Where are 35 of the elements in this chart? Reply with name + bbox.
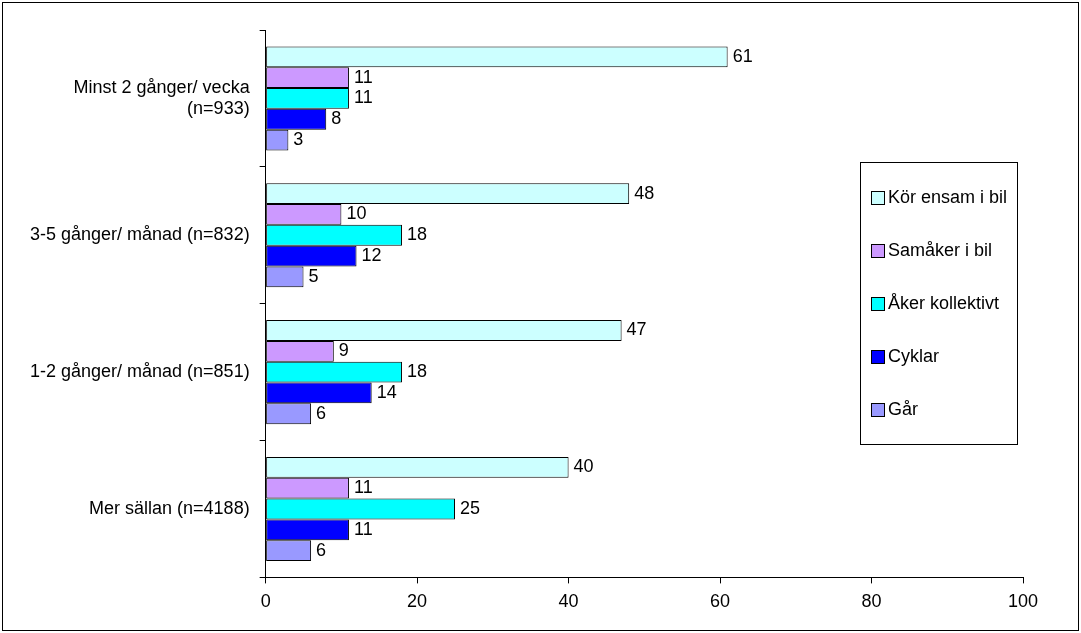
y-tick-label: Mer sällan (n=4188): [89, 497, 250, 518]
data-label: 11: [353, 518, 373, 539]
data-label: 6: [316, 402, 327, 423]
data-label: 11: [353, 66, 373, 87]
data-label: 47: [626, 319, 647, 340]
legend-label: Åker kollektivt: [888, 293, 1000, 315]
data-label: 18: [406, 224, 427, 245]
data-label: 10: [346, 203, 367, 224]
data-label: 3: [293, 129, 304, 149]
data-label: 9: [338, 340, 349, 361]
y-tick-label: 3-5 gånger/ månad (n=832): [29, 224, 250, 245]
legend-label: Samåker i bil: [888, 240, 993, 262]
legend-label: Cyklar: [888, 346, 940, 368]
data-label: 48: [634, 182, 655, 203]
x-tick-label: 40: [558, 591, 579, 612]
legend-label: Går: [888, 399, 919, 421]
data-label: 25: [459, 497, 481, 518]
data-label: 61: [732, 45, 753, 66]
y-tick-label: 1-2 gånger/ månad (n=851): [29, 361, 250, 382]
data-label: 11: [353, 87, 373, 108]
data-label: 5: [308, 265, 319, 286]
y-tick-label: Minst 2 gånger/ vecka (n=933): [73, 76, 251, 119]
x-tick-label: 80: [861, 591, 882, 612]
data-label: 11: [353, 477, 373, 498]
data-label: 12: [361, 245, 382, 266]
legend-label: Kör ensam i bil: [888, 187, 1008, 209]
x-tick-label: 60: [710, 591, 731, 612]
x-tick-label: 100: [1007, 591, 1039, 612]
data-label: 8: [331, 108, 342, 129]
x-tick-label: 0: [260, 591, 271, 612]
x-tick-label: 20: [407, 591, 428, 612]
data-label: 6: [316, 539, 327, 560]
data-label: 14: [376, 381, 397, 402]
data-label: 18: [406, 361, 427, 382]
data-label: 40: [573, 456, 594, 477]
